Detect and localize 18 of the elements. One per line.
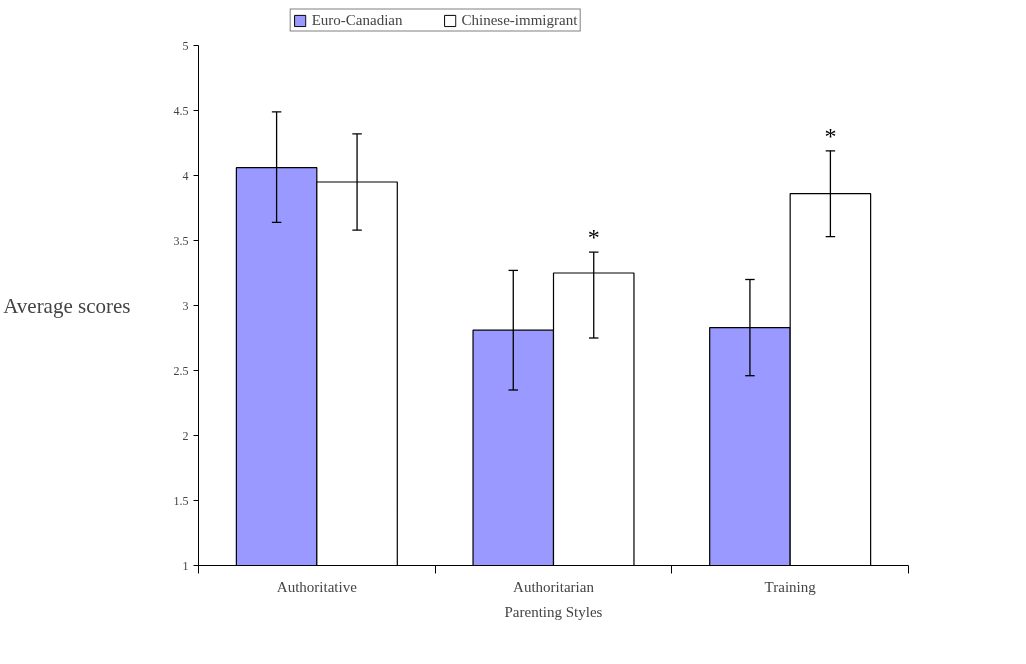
y-tick-label: 1	[182, 558, 189, 573]
y-axis-title: Average scores	[3, 293, 131, 318]
y-tick-label: 1.5	[173, 493, 189, 508]
y-tick-label: 4.5	[173, 103, 189, 118]
y-tick-label: 3	[182, 298, 189, 313]
x-tick-label: Authoritative	[276, 578, 358, 595]
y-tick-label: 4	[182, 168, 189, 183]
x-tick-label: Authoritarian	[513, 578, 595, 595]
y-tick-label: 3.5	[173, 233, 189, 248]
y-tick-label: 5	[182, 38, 189, 53]
annotation: *	[824, 122, 837, 149]
legend-label: Euro-Canadian	[311, 11, 403, 29]
y-tick-label: 2.5	[173, 363, 189, 378]
x-tick-label: Training	[764, 578, 817, 595]
annotation: *	[587, 224, 600, 251]
y-tick-label: 2	[182, 428, 189, 443]
x-axis-title: Parenting Styles	[504, 603, 603, 620]
legend-label: Chinese-immigrant	[461, 11, 578, 29]
